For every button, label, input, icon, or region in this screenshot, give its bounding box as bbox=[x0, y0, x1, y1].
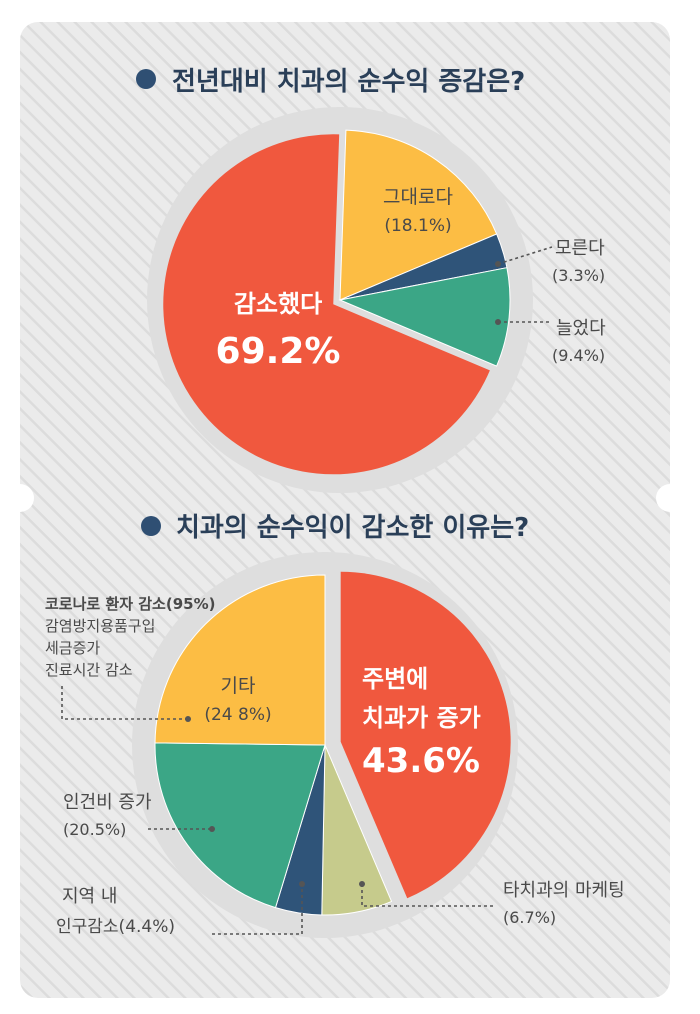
chart-1-label-unknown: 모른다 bbox=[555, 238, 605, 259]
chart-2-other-detail-2: 감염방지용품구입 bbox=[45, 617, 155, 635]
chart-1-value-same: (18.1%) bbox=[384, 216, 451, 236]
chart-2-label-competition-line2: 치과가 증가 bbox=[362, 704, 481, 732]
chart-2-label-population-line1: 지역 내 bbox=[62, 886, 117, 907]
chart-1-label-increase: 늘었다 bbox=[556, 318, 606, 339]
chart-1-value-increase: (9.4%) bbox=[552, 346, 605, 365]
chart-2-label-competition-line1: 주변에 bbox=[362, 665, 428, 693]
chart-2-title-bullet bbox=[141, 516, 161, 536]
chart-1-slices bbox=[163, 129, 511, 475]
chart-2-slices bbox=[154, 571, 511, 916]
chart-2-other-detail-1: 코로나로 환자 감소(95%) bbox=[45, 595, 215, 613]
chart-2-other-detail-3: 세금증가 bbox=[45, 639, 100, 657]
chart-2-label-population-line2: 인구감소(4.4%) bbox=[56, 917, 175, 937]
chart-2-label-other: 기타 bbox=[221, 675, 256, 697]
chart-1-title: 전년대비 치과의 순수익 증감은? bbox=[172, 67, 525, 97]
chart-2-slice-labor bbox=[154, 742, 326, 909]
chart-2: 치과의 순수익이 감소한 이유는? 주변에 치과가 증가 43.6% 기타 (2… bbox=[45, 513, 625, 938]
chart-2-other-detail-4: 진료시간 감소 bbox=[45, 661, 133, 679]
chart-1-value-unknown: (3.3%) bbox=[552, 266, 605, 285]
chart-1-slice-decrease bbox=[163, 134, 490, 475]
chart-2-value-competition: 43.6% bbox=[362, 741, 480, 781]
chart-2-title: 치과의 순수익이 감소한 이유는? bbox=[176, 513, 529, 543]
chart-2-value-other: (24 8%) bbox=[204, 705, 271, 725]
chart-2-slice-competition bbox=[340, 571, 511, 899]
chart-2-label-labor: 인건비 증가 bbox=[63, 792, 152, 813]
chart-1-label-same: 그대로다 bbox=[383, 186, 453, 208]
chart-2-label-marketing: 타치과의 마케팅 bbox=[503, 880, 625, 901]
chart-2-value-marketing: (6.7%) bbox=[503, 908, 556, 927]
chart-2-value-labor: (20.5%) bbox=[63, 820, 126, 839]
chart-1-slice-same bbox=[339, 129, 498, 301]
chart-2-leader-other bbox=[61, 686, 188, 720]
chart-1-slice-increase bbox=[338, 267, 511, 367]
chart-1: 전년대비 치과의 순수익 증감은? 감소했다 69.2% 그대로다 (18.1%… bbox=[136, 67, 606, 493]
chart-2-slice-other bbox=[154, 574, 326, 746]
chart-1-value-decrease: 69.2% bbox=[216, 331, 341, 372]
chart-2-leader-marketing bbox=[361, 884, 496, 907]
chart-1-title-bullet bbox=[136, 69, 156, 89]
chart-1-label-decrease: 감소했다 bbox=[234, 290, 322, 318]
chart-2-leader-population bbox=[212, 884, 303, 935]
